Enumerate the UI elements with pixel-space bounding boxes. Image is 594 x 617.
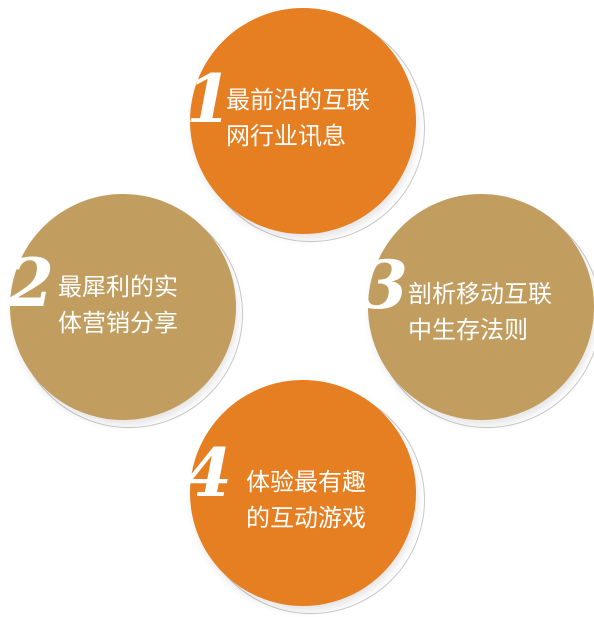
circle-3-label: 剖析移动互联 中生存法则: [408, 276, 552, 348]
circle-1: [190, 8, 416, 234]
circle-2: [10, 194, 236, 420]
circle-4-label-line1: 体验最有趣: [246, 468, 366, 496]
circle-2-label-line2: 体营销分享: [58, 309, 178, 337]
circle-2-number: 2: [8, 244, 54, 322]
circle-4-label: 体验最有趣 的互动游戏: [246, 464, 366, 536]
circle-1-label-line2: 网行业讯息: [226, 122, 346, 150]
circle-3-number: 3: [362, 246, 408, 324]
circle-3-label-line1: 剖析移动互联: [408, 280, 552, 308]
circle-1-label-line1: 最前沿的互联: [226, 86, 370, 114]
circle-4-label-line2: 的互动游戏: [246, 504, 366, 532]
circle-4-number: 4: [186, 434, 232, 512]
circle-1-label: 最前沿的互联 网行业讯息: [226, 82, 370, 154]
circle-2-label: 最犀利的实 体营销分享: [58, 269, 178, 341]
circle-3-label-line2: 中生存法则: [408, 316, 528, 344]
circle-4: [190, 380, 416, 606]
circle-2-label-line1: 最犀利的实: [58, 273, 178, 301]
circle-3: [368, 194, 594, 420]
circle-1-number: 1: [186, 60, 232, 138]
